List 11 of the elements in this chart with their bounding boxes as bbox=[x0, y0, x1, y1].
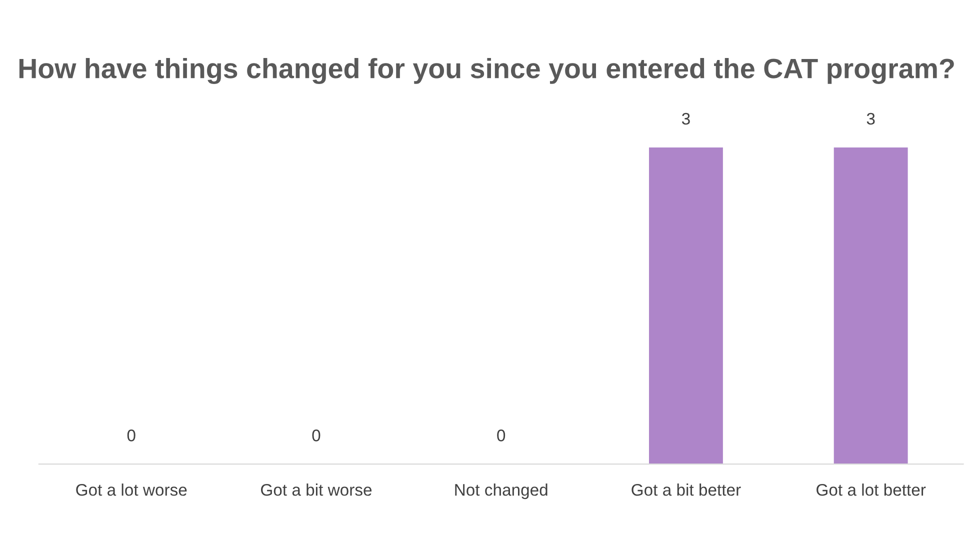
data-label: 0 bbox=[127, 430, 136, 442]
x-tick-label: Got a lot better bbox=[816, 484, 926, 496]
chart-title: How have things changed for you since you entered the CAT program? bbox=[19, 58, 954, 84]
data-label: 0 bbox=[312, 430, 320, 442]
x-tick-label: Not changed bbox=[455, 484, 548, 500]
data-label: 3 bbox=[866, 112, 875, 125]
data-label: 0 bbox=[497, 430, 506, 442]
x-tick-label: Got a bit better bbox=[632, 484, 741, 496]
x-tick-label: Got a bit worse bbox=[261, 484, 372, 496]
x-tick-label: Got a lot worse bbox=[76, 484, 187, 496]
data-label: 3 bbox=[682, 112, 690, 125]
